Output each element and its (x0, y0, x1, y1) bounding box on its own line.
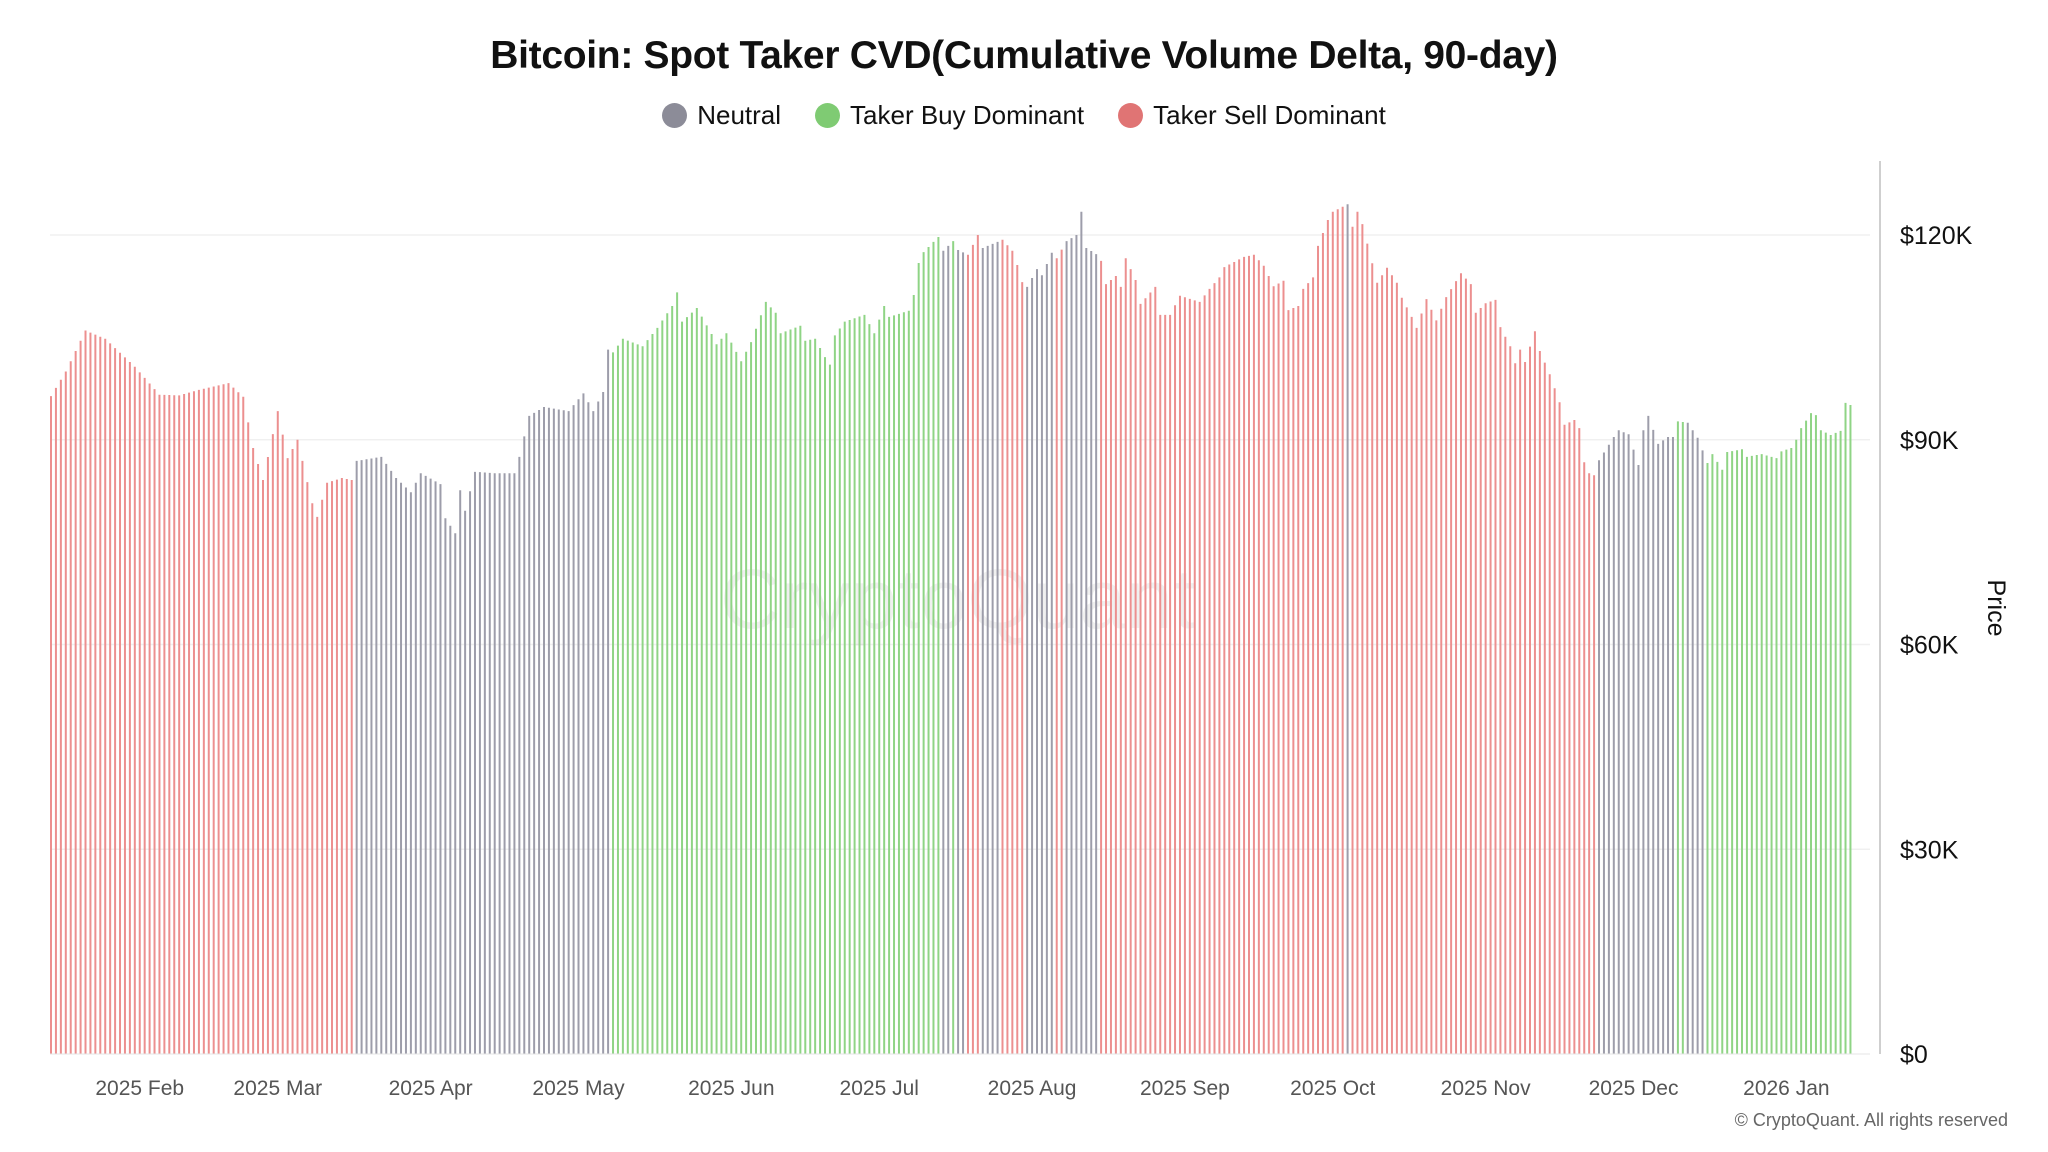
y-tick-label: $30K (1900, 836, 1959, 864)
legend-item-neutral[interactable]: Neutral (662, 100, 781, 131)
legend-label: Neutral (697, 100, 782, 130)
x-tick-label: 2025 Jun (688, 1077, 774, 1100)
legend-dot-sell-icon (1118, 103, 1144, 128)
copyright-footer: © CryptoQuant. All rights reserved (1734, 1110, 2008, 1130)
y-tick-label: $90K (1900, 427, 1959, 455)
y-axis-ticks: $0 $30K $60K $90K $120K (1900, 222, 1973, 1069)
legend-item-taker-buy[interactable]: Taker Buy Dominant (815, 100, 1084, 131)
x-tick-label: 2025 Oct (1290, 1077, 1375, 1100)
legend-dot-buy-icon (815, 103, 841, 128)
x-tick-label: 2025 Jul (840, 1077, 919, 1100)
gridlines (50, 234, 1870, 850)
x-tick-label: 2025 Mar (233, 1077, 322, 1100)
x-tick-label: 2025 Feb (95, 1077, 184, 1100)
chart-title: Bitcoin: Spot Taker CVD(Cumulative Volum… (490, 34, 1558, 77)
x-tick-label: 2025 Apr (389, 1077, 473, 1100)
x-tick-label: 2025 Aug (988, 1077, 1077, 1100)
x-tick-label: 2025 Sep (1140, 1077, 1230, 1100)
x-axis-ticks: 2025 Feb 2025 Mar 2025 Apr 2025 May 2025 Jun… (95, 1077, 1829, 1100)
x-tick-label: 2025 May (532, 1077, 625, 1100)
bars (50, 204, 1852, 1054)
y-tick-label: $120K (1900, 222, 1973, 250)
x-tick-label: 2025 Nov (1441, 1077, 1531, 1100)
y-tick-label: $60K (1900, 632, 1959, 660)
legend-label: Taker Buy Dominant (850, 100, 1085, 130)
legend: Neutral Taker Buy Dominant Taker Sell Do… (0, 100, 2048, 131)
y-axis-label: Price (1982, 580, 2010, 637)
y-tick-label: $0 (1900, 1041, 1928, 1069)
x-tick-label: 2025 Dec (1589, 1077, 1679, 1100)
x-tick-label: 2026 Jan (1743, 1077, 1829, 1100)
legend-dot-neutral-icon (662, 103, 688, 128)
legend-item-taker-sell[interactable]: Taker Sell Dominant (1118, 100, 1386, 131)
legend-label: Taker Sell Dominant (1153, 100, 1386, 130)
